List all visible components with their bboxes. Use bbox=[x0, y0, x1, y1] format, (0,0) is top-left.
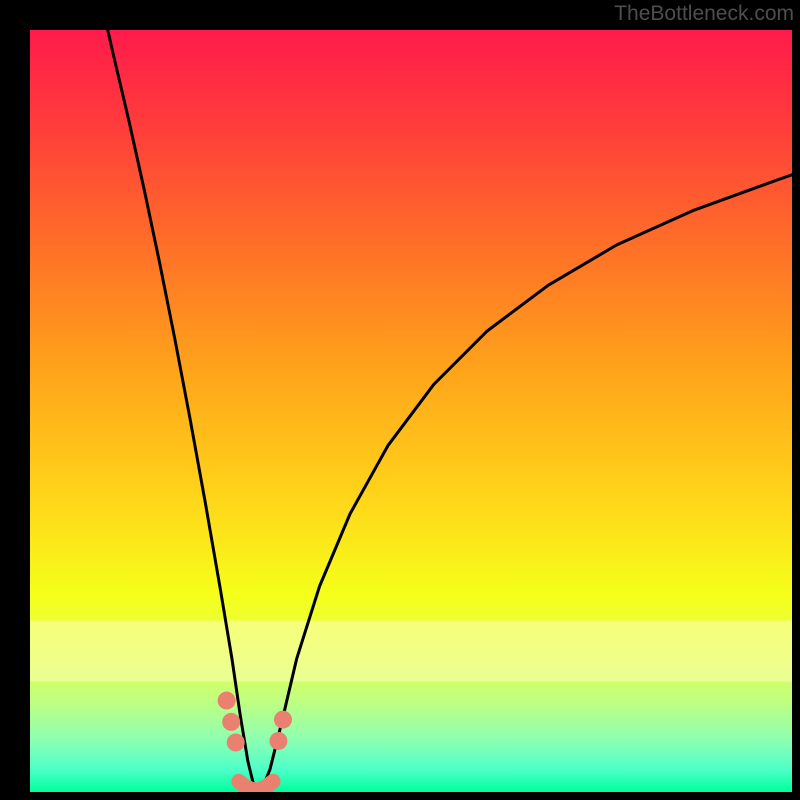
marker-point-0 bbox=[218, 692, 236, 710]
marker-point-4 bbox=[274, 711, 292, 729]
marker-point-1 bbox=[222, 713, 240, 731]
marker-bottom-cluster bbox=[239, 781, 273, 789]
canvas: TheBottleneck.com bbox=[0, 0, 800, 800]
plot-area bbox=[30, 30, 792, 792]
watermark-text: TheBottleneck.com bbox=[614, 2, 794, 26]
chart-svg bbox=[30, 30, 792, 792]
marker-point-2 bbox=[227, 733, 245, 751]
pale-band bbox=[30, 621, 792, 682]
marker-point-3 bbox=[269, 732, 287, 750]
